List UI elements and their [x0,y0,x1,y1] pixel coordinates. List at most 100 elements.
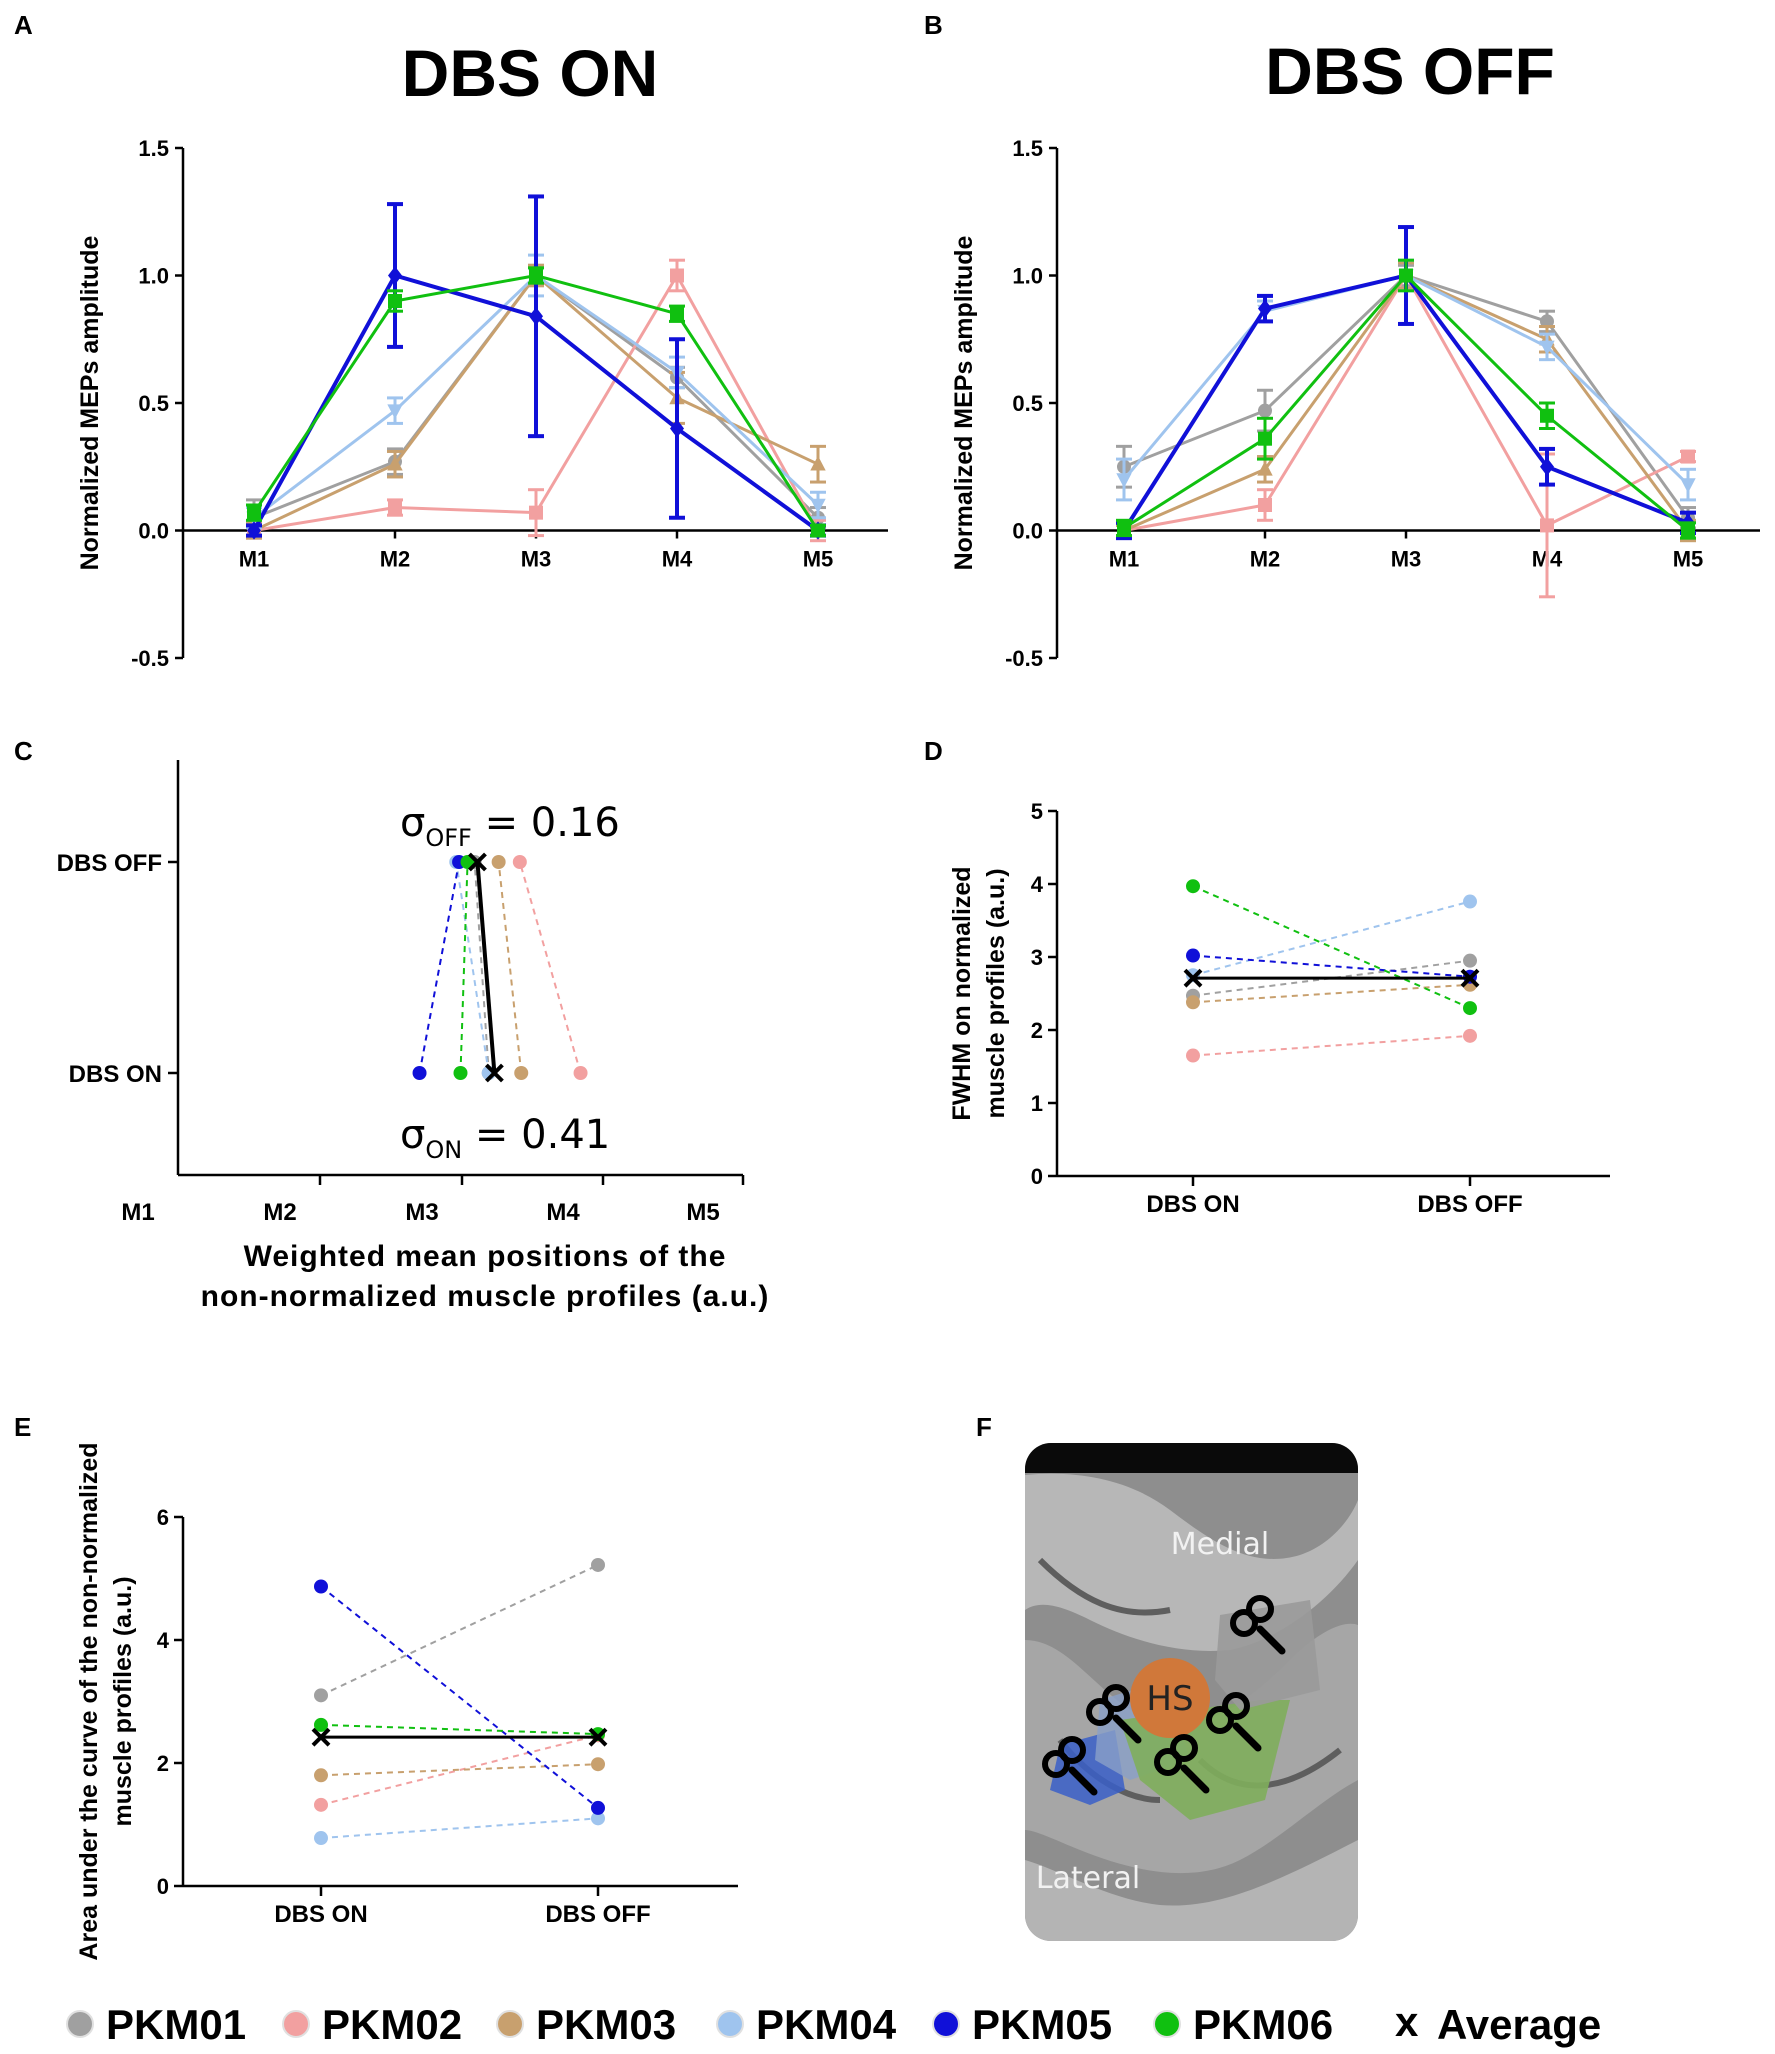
panel-a-title: DBS ON [402,36,659,110]
data-point [1258,299,1272,318]
coil-loop [1170,1734,1198,1762]
x-tick-label: M3 [1391,547,1422,572]
legend-item-pkm05: PKM05 [932,2001,1112,2048]
series-pkm04 [449,855,496,1080]
coil-loop [1042,1750,1070,1778]
brain-top-border [1025,1443,1358,1473]
series-line [459,861,469,1074]
data-point [591,1800,605,1815]
x-tick-label: M1 [239,547,270,572]
coil-loop [1230,1609,1258,1637]
legend-label: PKM01 [106,2001,246,2048]
coil-handle [1112,1714,1142,1744]
coil-handle [1180,1764,1210,1794]
series-pkm06 [246,266,826,538]
data-point-on [412,1066,427,1080]
x-tick-label: M2 [263,1199,296,1226]
data-point [387,404,403,420]
data-point [1539,340,1555,356]
average-marker-on-stroke-2 [484,1063,504,1083]
y-axis-label: Normalized MEPs amplitude [950,236,978,571]
series-pkm06 [1116,258,1696,540]
legend: PKM01 PKM02 PKM03 PKM04 PKM05 PKM06 x Average [66,1998,1601,2048]
legend-label: PKM02 [322,2001,462,2048]
data-point [811,523,825,538]
coil-loop [1086,1698,1114,1726]
x-tick-label: M2 [1250,547,1281,572]
data-point [388,500,402,515]
data-point [1540,518,1554,533]
series-line [497,861,523,1074]
coil-icon [1086,1684,1142,1744]
region-gray [1215,1600,1320,1710]
series-pkm03 [314,1757,605,1783]
data-point [1540,457,1554,476]
y-tick-label: 0.0 [1012,519,1043,544]
chart-e: 0 2 4 6 DBS ON DBS OFF Area under the curve of… [75,1442,738,1961]
data-point [388,294,402,308]
data-point [1463,1001,1477,1016]
data-point [810,455,826,471]
brain-label-hs: HS [1146,1679,1193,1719]
series-pkm01 [314,1557,605,1703]
y-tick-label: 1.0 [138,264,169,289]
data-point [1186,995,1200,1010]
y-axis-label-line1: FWHM on normalized [948,866,976,1120]
y-tick-label: 1.0 [1012,264,1043,289]
y-axis-label: Normalized MEPs amplitude [76,236,104,571]
data-point [670,306,684,321]
series-line [320,1723,599,1736]
chart-c: DBS OFF DBS ON M1 M2 M3 M4 M5 [57,760,745,1226]
x-tick-label: DBS ON [1146,1191,1239,1218]
series-line [320,1817,599,1840]
y-tick-label: 2 [157,1751,169,1776]
legend-label: PKM04 [756,2001,897,2048]
average-marker [588,1727,608,1747]
data-point [314,1688,328,1703]
coil-icon [1230,1595,1286,1655]
legend-swatch [716,2010,744,2038]
gyrus-lower [1025,1840,1358,1941]
average-marker [1183,968,1203,988]
coil-loop [1154,1748,1182,1776]
data-point-off [491,855,506,869]
series-pkm05 [412,855,467,1080]
series-pkm06 [453,855,475,1080]
data-point [1258,403,1272,418]
x-tick-label: M4 [546,1199,580,1226]
legend-item-average: x Average [1395,1998,1601,2048]
series-pkm04 [1186,894,1477,983]
data-point [810,498,826,514]
series-line [455,861,490,1074]
data-point [591,1811,605,1826]
series-line [475,861,497,1074]
average-marker-stroke-2 [1183,968,1203,988]
y-tick-label: 4 [157,1628,170,1653]
coil-icon [1042,1736,1098,1796]
legend-item-pkm04: PKM04 [716,2001,897,2048]
legend-swatch [66,2010,94,2038]
data-point [1463,894,1477,909]
y-tick-label: -0.5 [131,646,169,671]
data-point-on [573,1066,588,1080]
data-point [1186,1048,1200,1063]
x-tick-label: M2 [380,547,411,572]
data-point [1186,948,1200,963]
series-pkm03 [1186,977,1477,1010]
panel-label-c: C [14,736,33,766]
x-tick-label: M1 [1109,547,1140,572]
y-axis-label-line1: Area under the curve of the non-normaliz… [75,1442,103,1960]
legend-label: PKM05 [972,2001,1112,2048]
y-tick-label: 0 [1031,1164,1043,1189]
y-tick-label: 5 [1031,799,1043,824]
data-point [591,1557,605,1572]
average-marker-on [484,1063,504,1083]
y-tick-label: 1.5 [138,136,169,161]
data-point [314,1768,328,1783]
series-average [311,1727,608,1747]
series-line [1192,900,1471,977]
hotspot-circle [1130,1658,1210,1738]
data-point [529,505,543,520]
y-tick-label: DBS ON [69,1061,162,1088]
